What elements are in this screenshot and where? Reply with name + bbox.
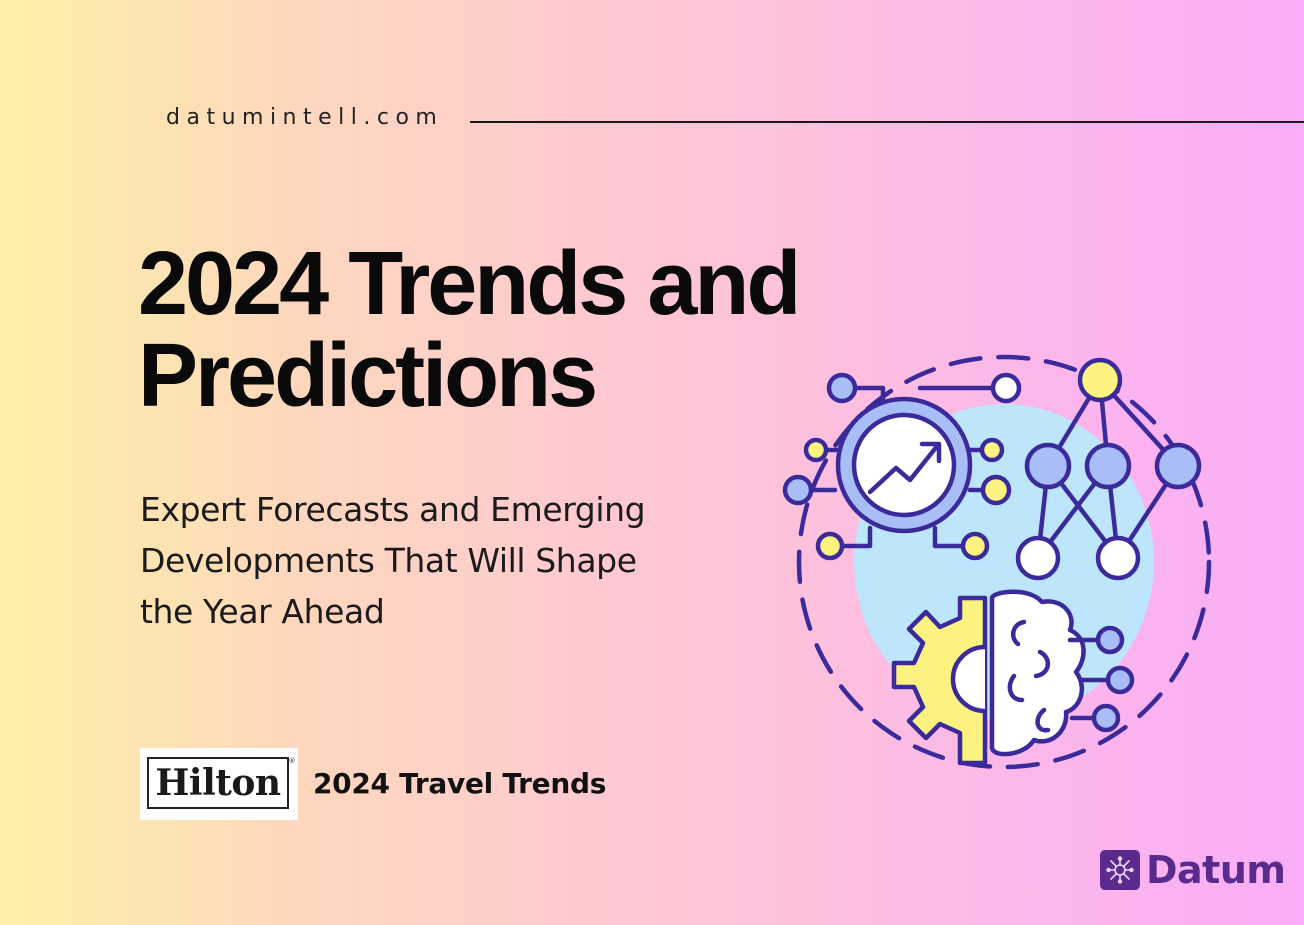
- subtitle-line-1: Expert Forecasts and Emerging: [140, 490, 646, 529]
- hilton-logo-frame: Hilton ®: [147, 757, 295, 809]
- site-url[interactable]: datumintell.com: [166, 105, 444, 130]
- page-subtitle: Expert Forecasts and Emerging Developmen…: [140, 484, 740, 637]
- datum-brand[interactable]: Datum: [1100, 848, 1286, 892]
- hilton-logo-text: Hilton: [155, 762, 281, 804]
- title-line-1: 2024 Trends and: [138, 234, 801, 334]
- hilton-logo: Hilton ®: [140, 748, 298, 820]
- report-caption: 2024 Travel Trends: [313, 767, 607, 800]
- subtitle-line-2: Developments That Will Shape: [140, 541, 637, 580]
- title-line-2: Predictions: [138, 326, 598, 426]
- analytics-network-brain-gear-icon: [782, 354, 1212, 770]
- page-title: 2024 Trends and Predictions: [138, 234, 801, 426]
- brand-name: Datum: [1146, 848, 1286, 892]
- subtitle-line-3: the Year Ahead: [140, 592, 385, 631]
- registered-mark: ®: [288, 757, 296, 765]
- header-divider: [470, 121, 1304, 123]
- network-chip-icon: [1100, 850, 1140, 890]
